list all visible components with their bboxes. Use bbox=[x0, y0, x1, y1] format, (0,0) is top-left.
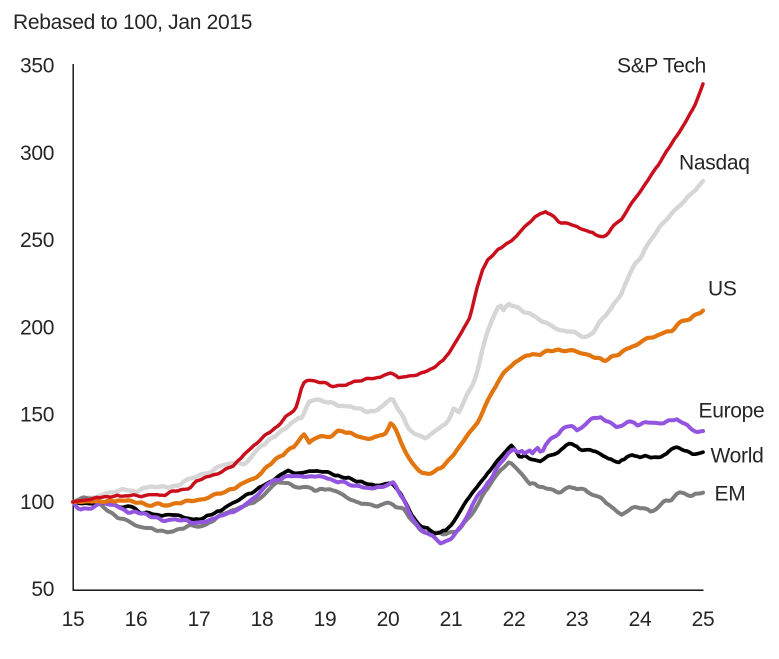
svg-text:15: 15 bbox=[62, 608, 85, 631]
svg-text:250: 250 bbox=[20, 229, 54, 252]
svg-text:200: 200 bbox=[20, 316, 54, 339]
svg-text:300: 300 bbox=[20, 142, 54, 165]
svg-text:25: 25 bbox=[692, 608, 715, 631]
svg-text:EM: EM bbox=[715, 482, 746, 505]
svg-text:100: 100 bbox=[20, 491, 54, 514]
svg-text:23: 23 bbox=[566, 608, 589, 631]
svg-text:16: 16 bbox=[125, 608, 148, 631]
svg-text:US: US bbox=[708, 278, 737, 301]
svg-text:World: World bbox=[711, 445, 764, 468]
svg-text:150: 150 bbox=[20, 404, 54, 427]
svg-text:Europe: Europe bbox=[699, 400, 765, 423]
svg-text:18: 18 bbox=[251, 608, 274, 631]
svg-text:50: 50 bbox=[31, 578, 54, 601]
svg-text:24: 24 bbox=[629, 608, 652, 631]
svg-text:20: 20 bbox=[377, 608, 400, 631]
svg-text:S&P Tech: S&P Tech bbox=[617, 54, 706, 77]
svg-text:21: 21 bbox=[440, 608, 463, 631]
svg-text:17: 17 bbox=[188, 608, 211, 631]
svg-text:Nasdaq: Nasdaq bbox=[679, 151, 750, 174]
svg-text:350: 350 bbox=[20, 55, 54, 78]
svg-text:19: 19 bbox=[314, 608, 337, 631]
svg-text:22: 22 bbox=[503, 608, 526, 631]
svg-text:Rebased to 100, Jan 2015: Rebased to 100, Jan 2015 bbox=[13, 11, 252, 34]
